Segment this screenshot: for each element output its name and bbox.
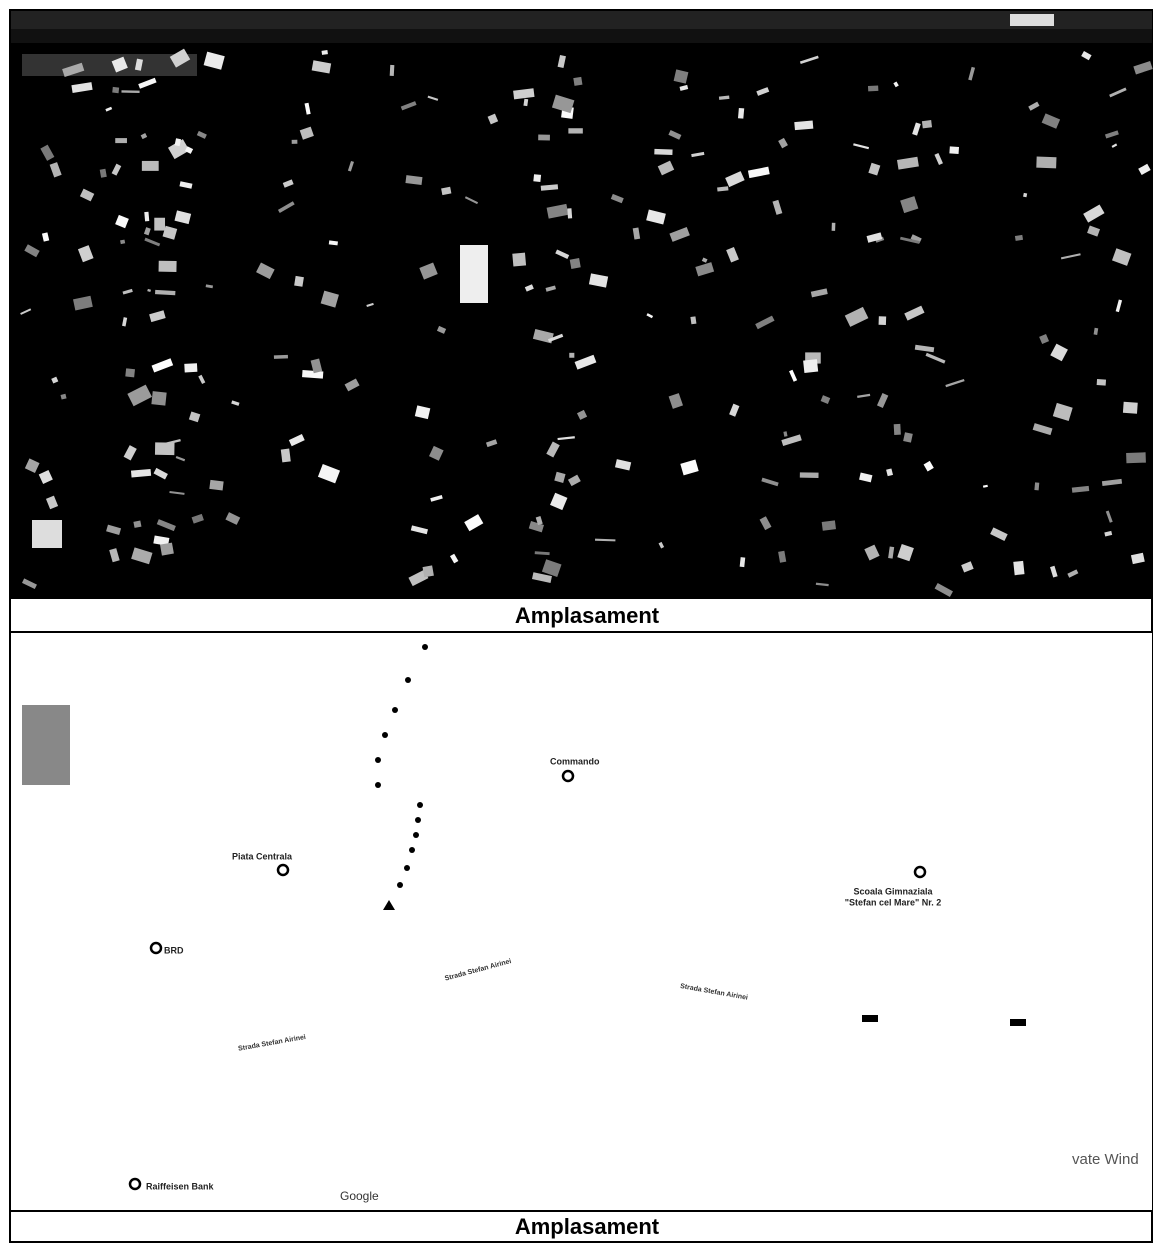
place-label: Scoala Gimnaziala [853, 886, 933, 896]
roof [538, 135, 550, 141]
roof [1126, 452, 1146, 463]
address-bar [11, 29, 1152, 43]
place-label: Commando [550, 756, 600, 766]
route-dot [417, 802, 423, 808]
page: Amplasament Commando Piata Centrala BRD Rai… [0, 0, 1153, 1243]
roof [570, 258, 581, 269]
document: Amplasament Commando Piata Centrala BRD Rai… [0, 0, 1153, 1243]
roof [533, 174, 541, 182]
roof [281, 449, 291, 463]
roof [654, 149, 672, 155]
place-label: BRD [164, 945, 184, 955]
roof [879, 316, 887, 325]
roof [423, 565, 434, 577]
map-thumbnail [22, 705, 70, 785]
roof [1097, 379, 1106, 386]
route-dot [409, 847, 415, 853]
roof [1034, 482, 1039, 490]
caption: Amplasament [515, 603, 660, 628]
browser-tabs [11, 11, 1152, 29]
route-dot [405, 677, 411, 683]
roof [184, 363, 197, 372]
roof [894, 424, 901, 435]
roof [1036, 157, 1056, 169]
layer-thumbnail [32, 520, 62, 548]
route-dot [392, 707, 398, 713]
roof [800, 472, 819, 478]
roof [294, 276, 304, 287]
place-label: Piata Centrala [232, 851, 293, 861]
marker [862, 1015, 878, 1022]
caption: Amplasament [515, 1214, 660, 1239]
roof [690, 316, 696, 324]
roof [121, 90, 139, 93]
place-label: "Stefan cel Mare" Nr. 2 [845, 897, 942, 907]
route-dot [382, 732, 388, 738]
roof [568, 128, 582, 133]
street-map [11, 633, 1152, 1211]
roof [1023, 193, 1027, 197]
roof [151, 391, 166, 405]
roof [567, 208, 572, 218]
roof [144, 212, 149, 222]
window-buttons [1010, 14, 1054, 26]
brand: Google [340, 1189, 379, 1203]
roof [569, 353, 574, 358]
place-label: Raiffeisen Bank [146, 1181, 215, 1191]
roof [159, 261, 177, 272]
roof [832, 223, 836, 231]
roof [209, 480, 223, 491]
roof [154, 218, 165, 231]
roof [822, 520, 836, 530]
roof [125, 368, 135, 377]
route-dot [375, 757, 381, 763]
roof [1123, 402, 1138, 414]
route-dot [404, 865, 410, 871]
route-dot [375, 782, 381, 788]
roof [133, 521, 141, 528]
roof [512, 253, 526, 267]
building [460, 245, 488, 303]
roof [274, 355, 288, 359]
roof [321, 50, 327, 55]
roof [390, 65, 395, 76]
roof [803, 359, 818, 373]
roof [738, 108, 744, 119]
roof [573, 77, 582, 86]
route-dot [422, 644, 428, 650]
roof [155, 442, 175, 455]
roof [115, 138, 127, 143]
route-dot [413, 832, 419, 838]
roof [292, 140, 298, 144]
route-dot [397, 882, 403, 888]
roof [142, 161, 159, 171]
roof [794, 121, 813, 131]
roof [112, 87, 119, 93]
watermark: vate Wind [1072, 1151, 1139, 1168]
roof [949, 146, 959, 154]
roof [1013, 561, 1024, 575]
route-dot [415, 817, 421, 823]
marker [1010, 1019, 1026, 1026]
satellite-screenshot [11, 11, 1152, 598]
roof [922, 120, 932, 128]
roof [160, 543, 174, 556]
roof [868, 85, 878, 91]
